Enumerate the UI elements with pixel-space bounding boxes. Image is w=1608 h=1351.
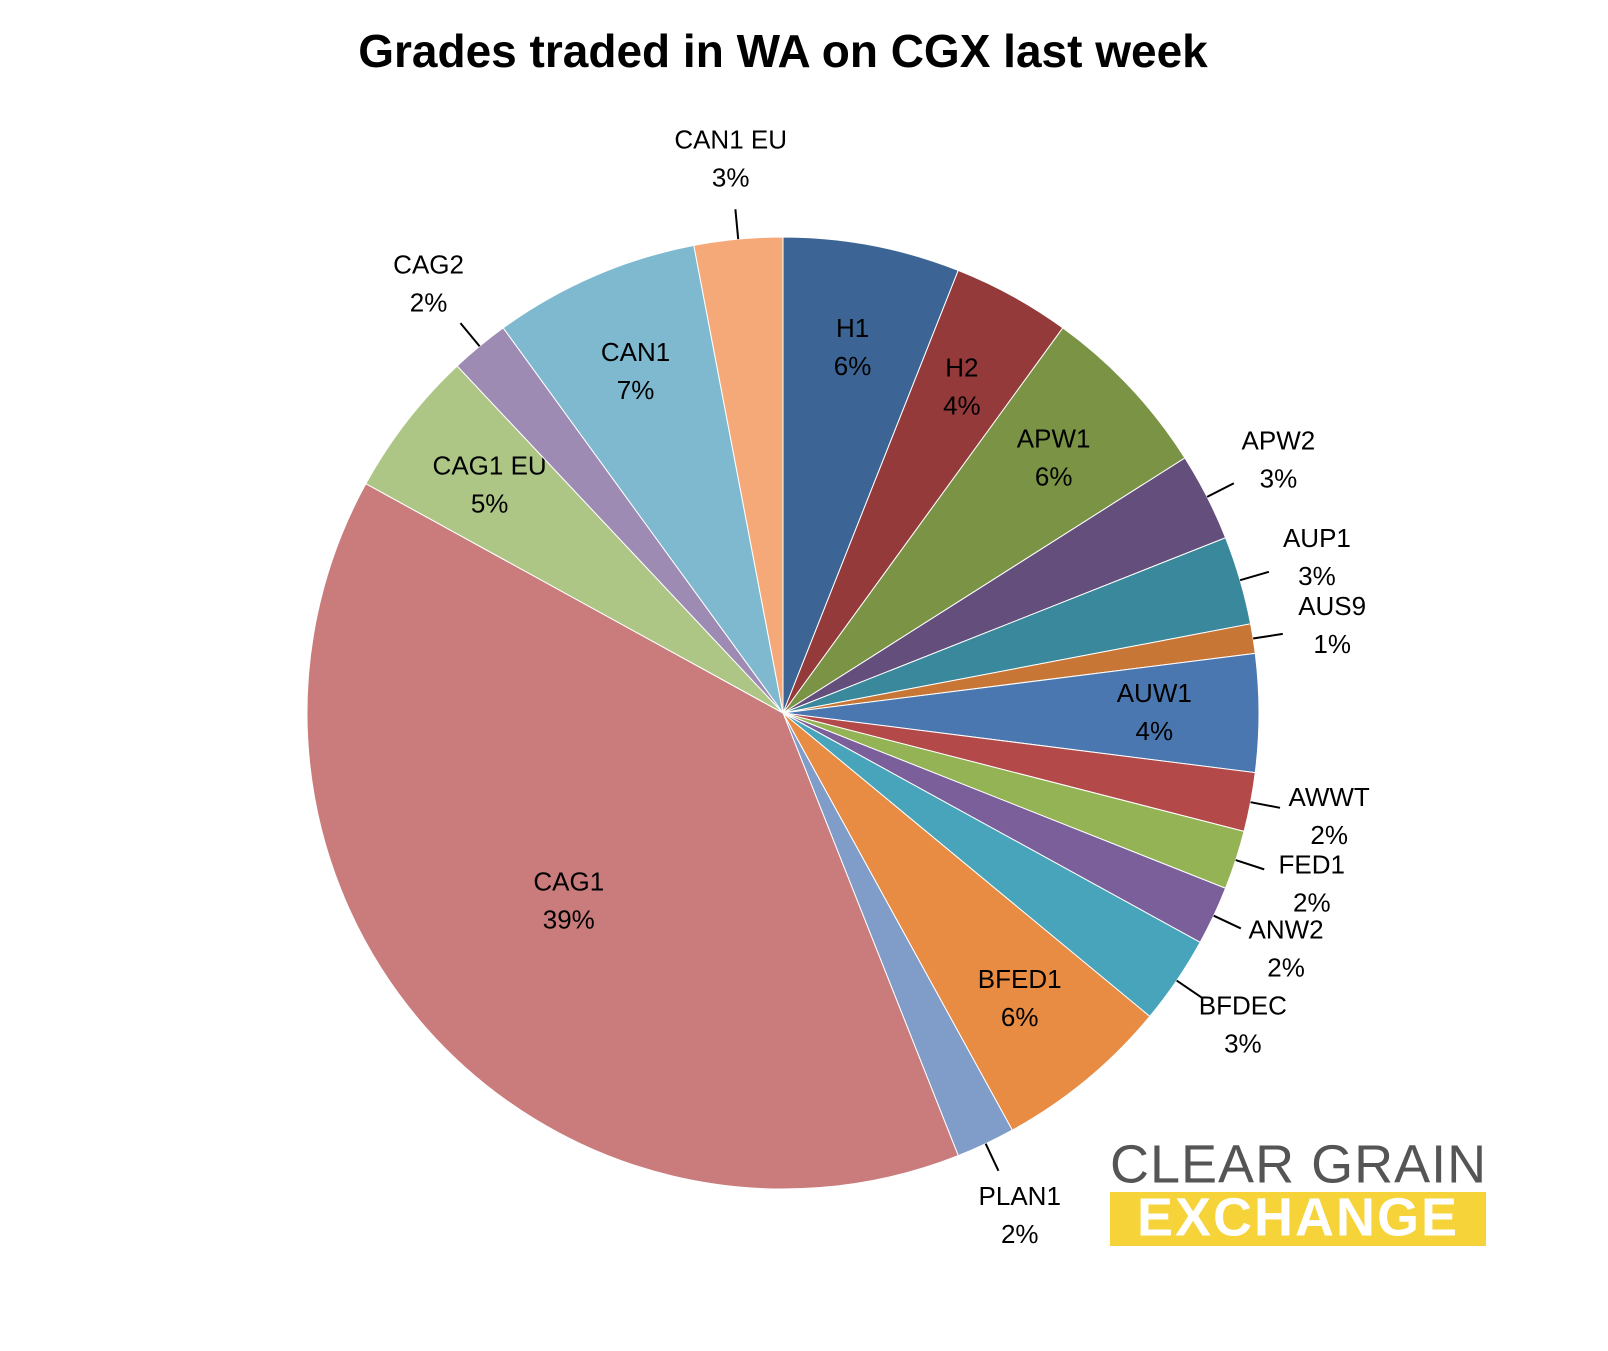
slice-label: CAG1 EU xyxy=(433,450,547,480)
pie-slice xyxy=(306,483,959,1190)
slice-label: CAG2 xyxy=(393,249,464,279)
slice-value-label: 6% xyxy=(1035,462,1073,492)
slice-value-label: 2% xyxy=(1267,953,1305,983)
slice-value-label: 6% xyxy=(1001,1002,1039,1032)
slice-label: APW2 xyxy=(1242,425,1316,455)
leader-line xyxy=(1252,632,1283,640)
slice-value-label: 4% xyxy=(943,391,981,421)
slice-label: AWWT xyxy=(1288,782,1369,812)
leader-line xyxy=(734,209,740,240)
leader-line xyxy=(1176,979,1203,999)
slice-value-label: 3% xyxy=(712,162,750,192)
slice-value-label: 5% xyxy=(471,488,509,518)
slice-value-label: 2% xyxy=(1001,1219,1039,1249)
slice-label: CAG1 xyxy=(533,867,604,897)
slice-label: APW1 xyxy=(1017,424,1091,454)
leader-line xyxy=(1239,570,1270,582)
slice-label: AUW1 xyxy=(1117,678,1192,708)
pie-slice xyxy=(782,327,1186,714)
slice-label: H2 xyxy=(945,353,978,383)
logo-band xyxy=(1110,1192,1486,1246)
slice-label: ANW2 xyxy=(1249,915,1324,945)
slice-label: CAN1 xyxy=(601,337,670,367)
pie-slice xyxy=(782,236,959,714)
slice-value-label: 2% xyxy=(1293,888,1331,918)
leader-line xyxy=(1213,914,1242,930)
slice-label: PLAN1 xyxy=(979,1181,1061,1211)
leader-line xyxy=(1235,859,1265,871)
slice-label: CAN1 EU xyxy=(674,124,787,154)
leader-line xyxy=(459,322,481,347)
slice-label: AUP1 xyxy=(1283,523,1351,553)
slice-value-label: 4% xyxy=(1135,716,1173,746)
slice-label: AUS9 xyxy=(1298,591,1366,621)
slice-value-label: 39% xyxy=(543,905,595,935)
pie-slice xyxy=(502,244,784,714)
logo-line2: EXCHANGE xyxy=(1137,1187,1459,1247)
leader-line xyxy=(1250,801,1281,809)
pie-slice xyxy=(365,365,784,714)
slice-value-label: 7% xyxy=(617,375,655,405)
slice-value-label: 3% xyxy=(1224,1028,1262,1058)
slice-value-label: 3% xyxy=(1260,463,1298,493)
slice-value-label: 3% xyxy=(1298,561,1336,591)
slice-value-label: 6% xyxy=(834,351,872,381)
slice-value-label: 2% xyxy=(410,287,448,317)
leader-line xyxy=(984,1143,1000,1172)
slice-label: H1 xyxy=(836,313,869,343)
leader-line xyxy=(1206,482,1235,498)
slice-label: FED1 xyxy=(1279,850,1345,880)
pie-slice xyxy=(782,712,1151,1131)
slice-value-label: 1% xyxy=(1313,629,1351,659)
logo-line1: CLEAR GRAIN xyxy=(1110,1134,1487,1194)
chart-title: Grades traded in WA on CGX last week xyxy=(358,25,1208,77)
slice-label: BFDEC xyxy=(1199,990,1287,1020)
slice-label: BFED1 xyxy=(978,964,1062,994)
slice-value-label: 2% xyxy=(1310,820,1348,850)
pie-slice xyxy=(693,236,784,714)
